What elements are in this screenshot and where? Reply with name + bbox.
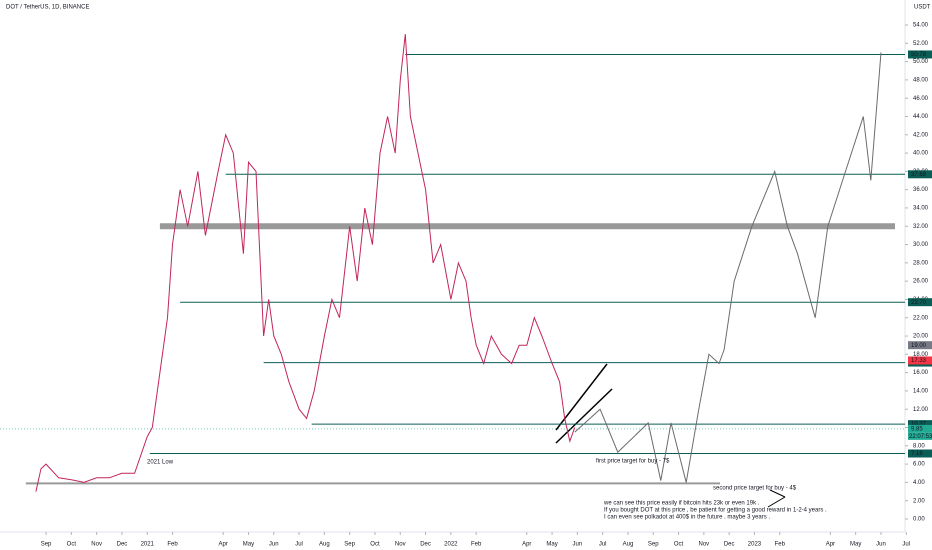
countdown-box: [908, 432, 932, 440]
price-line: [35, 34, 576, 492]
x-tick-label: Aug: [319, 542, 330, 548]
level-label-box: [908, 449, 932, 458]
annotation: 2021 Low: [147, 460, 174, 466]
x-tick-label: 2023: [748, 542, 762, 548]
annotation: second price target for buy - 4$: [713, 486, 797, 492]
price-label: 17.33: [911, 358, 927, 364]
y-tick-label: 46.00: [913, 96, 929, 102]
x-tick-label: 2021: [141, 542, 155, 548]
x-tick-label: May: [546, 542, 557, 548]
x-tick-label: Sep: [648, 542, 659, 548]
y-tick-label: 48.00: [913, 77, 929, 83]
x-tick-label: May: [243, 542, 254, 548]
annotation: we can see this price easily if bitcoin …: [603, 501, 760, 507]
y-tick-label: 50.00: [913, 59, 929, 65]
x-tick-label: Oct: [67, 542, 77, 548]
level-label: 23.70: [911, 300, 927, 306]
y-tick-label: 16.00: [913, 370, 929, 376]
level-label: 10.37: [911, 422, 927, 428]
x-tick-label: May: [850, 542, 861, 548]
x-tick-label: Jul: [902, 542, 910, 548]
y-tick-label: 20.00: [913, 334, 929, 340]
y-tick-label: 28.00: [913, 260, 929, 266]
x-tick-label: Dec: [420, 542, 431, 548]
x-tick-label: Jul: [599, 542, 607, 548]
x-tick-label: Nov: [91, 542, 102, 548]
level-label: 7.16: [911, 451, 923, 457]
y-tick-label: 6.00: [913, 462, 925, 468]
y-tick-label: 52.00: [913, 41, 929, 47]
x-tick-label: Feb: [167, 542, 178, 548]
x-tick-label: Dec: [117, 542, 128, 548]
x-tick-label: Oct: [370, 542, 380, 548]
y-tick-label: 12.00: [913, 407, 929, 413]
y-tick-label: 32.00: [913, 224, 929, 230]
y-tick-label: 40.00: [913, 151, 929, 157]
level-label: 50.78: [911, 52, 927, 58]
countdown: 22:07:53: [909, 434, 932, 440]
y-tick-label: 54.00: [913, 23, 929, 29]
channel-line: [555, 388, 613, 444]
x-tick-label: Jun: [876, 542, 886, 548]
y-tick-label: 44.00: [913, 114, 929, 120]
y-tick-label: 0.00: [913, 517, 925, 523]
y-tick-label: 36.00: [913, 187, 929, 193]
y-tick-label: 14.00: [913, 389, 929, 395]
x-tick-label: Nov: [699, 542, 710, 548]
x-tick-label: Nov: [395, 542, 406, 548]
level-label-box: [908, 420, 932, 429]
y-tick-label: 18.00: [913, 352, 929, 358]
annotation: first price target for buy - 7$: [596, 459, 670, 465]
x-tick-label: Jul: [295, 542, 303, 548]
level-label-box: [908, 50, 932, 59]
price-line: [574, 52, 882, 483]
x-tick-label: Dec: [724, 542, 735, 548]
x-tick-label: Sep: [344, 542, 355, 548]
x-tick-label: Feb: [471, 542, 482, 548]
y-tick-label: 30.00: [913, 242, 929, 248]
y-tick-label: 34.00: [913, 206, 929, 212]
y-tick-label: 22.00: [913, 315, 929, 321]
price-label-box: [908, 356, 932, 365]
y-tick-label: 8.00: [913, 443, 925, 449]
annotation: I can even see polkadot at 400$ in the f…: [604, 515, 770, 521]
x-tick-label: Apr: [826, 542, 835, 548]
y-tick-label: 4.00: [913, 480, 925, 486]
x-tick-label: 2022: [444, 542, 458, 548]
x-tick-label: Apr: [218, 542, 227, 548]
x-tick-label: Oct: [674, 542, 684, 548]
chart-title: DOT / TetherUS, 1D, BINANCE: [6, 5, 89, 11]
y-tick-label: 26.00: [913, 279, 929, 285]
x-tick-label: Sep: [41, 542, 52, 548]
x-tick-label: Feb: [775, 542, 786, 548]
annotation: If you bought DOT at this price , be pat…: [604, 508, 827, 514]
unit-label: USDT: [914, 5, 931, 11]
x-tick-label: Apr: [522, 542, 531, 548]
arrow-drawing: [767, 489, 786, 508]
level-label-box: [908, 298, 932, 307]
price-label-box: [908, 424, 932, 433]
y-tick-label: 42.00: [913, 132, 929, 138]
price-label: 19.00: [911, 343, 927, 349]
level-label-box: [908, 170, 932, 179]
x-tick-label: Jun: [573, 542, 583, 548]
x-tick-label: Aug: [623, 542, 634, 548]
price-label: 9.85: [911, 426, 923, 432]
price-label-box: [908, 341, 932, 350]
y-tick-label: 2.00: [913, 498, 925, 504]
x-tick-label: Jun: [269, 542, 279, 548]
level-label: 37.68: [911, 172, 927, 178]
